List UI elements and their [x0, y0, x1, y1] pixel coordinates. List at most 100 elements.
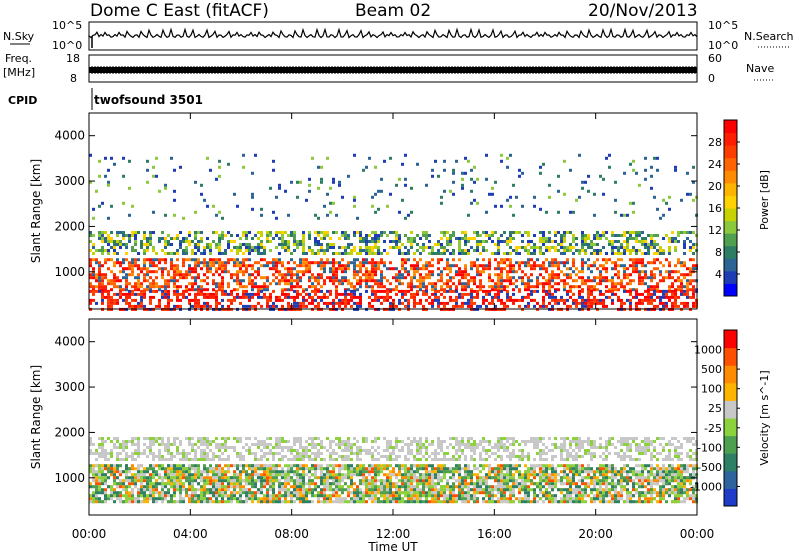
- data-cell: [350, 296, 353, 299]
- data-cell: [464, 455, 467, 458]
- data-cell: [473, 237, 476, 240]
- data-cell: [491, 187, 494, 190]
- data-cell: [110, 455, 113, 458]
- data-cell: [173, 264, 176, 267]
- data-cell: [296, 452, 299, 455]
- data-cell: [470, 449, 473, 452]
- data-cell: [689, 193, 692, 196]
- data-cell: [554, 231, 557, 234]
- data-cell: [485, 440, 488, 443]
- data-cell: [146, 285, 149, 288]
- data-cell: [218, 458, 221, 461]
- data-cell: [230, 299, 233, 302]
- data-cell: [344, 231, 347, 234]
- data-cell: [116, 231, 119, 234]
- data-cell: [326, 231, 329, 234]
- data-cell: [290, 446, 293, 449]
- data-cell: [518, 276, 521, 279]
- data-cell: [500, 273, 503, 276]
- data-cell: [341, 282, 344, 285]
- data-cell: [209, 258, 212, 261]
- data-cell: [509, 279, 512, 282]
- data-cell: [281, 437, 284, 440]
- data-cell: [143, 258, 146, 261]
- data-cell: [113, 302, 116, 305]
- data-cell: [248, 446, 251, 449]
- data-cell: [365, 488, 368, 491]
- data-cell: [515, 246, 518, 249]
- data-cell: [578, 455, 581, 458]
- data-cell: [542, 282, 545, 285]
- data-cell: [386, 458, 389, 461]
- data-cell: [341, 270, 344, 273]
- data-cell: [239, 246, 242, 249]
- data-cell: [560, 443, 563, 446]
- data-cell: [152, 282, 155, 285]
- data-cell: [167, 305, 170, 308]
- data-cell: [137, 279, 140, 282]
- data-cell: [563, 273, 566, 276]
- data-cell: [131, 455, 134, 458]
- data-cell: [470, 455, 473, 458]
- data-cell: [320, 452, 323, 455]
- data-cell: [236, 249, 239, 252]
- data-cell: [320, 231, 323, 234]
- data-cell: [287, 234, 290, 237]
- data-cell: [140, 246, 143, 249]
- data-cell: [194, 443, 197, 446]
- data-cell: [248, 282, 251, 285]
- data-cell: [548, 437, 551, 440]
- data-cell: [119, 446, 122, 449]
- data-cell: [200, 479, 203, 482]
- data-cell: [107, 299, 110, 302]
- data-cell: [293, 458, 296, 461]
- data-cell: [446, 290, 449, 293]
- data-cell: [467, 299, 470, 302]
- data-cell: [215, 491, 218, 494]
- data-cell: [113, 488, 116, 491]
- data-cell: [263, 470, 266, 473]
- data-cell: [398, 276, 401, 279]
- data-cell: [566, 273, 569, 276]
- data-cell: [512, 184, 515, 187]
- data-cell: [386, 293, 389, 296]
- data-cell: [206, 455, 209, 458]
- data-cell: [221, 270, 224, 273]
- data-cell: [221, 299, 224, 302]
- data-cell: [437, 240, 440, 243]
- data-cell: [530, 293, 533, 296]
- data-cell: [587, 285, 590, 288]
- data-cell: [611, 282, 614, 285]
- data-cell: [287, 449, 290, 452]
- data-cell: [623, 249, 626, 252]
- data-cell: [218, 446, 221, 449]
- data-cell: [221, 446, 224, 449]
- data-cell: [578, 276, 581, 279]
- data-cell: [344, 473, 347, 476]
- data-cell: [401, 302, 404, 305]
- data-cell: [641, 302, 644, 305]
- data-cell: [500, 261, 503, 264]
- data-cell: [422, 305, 425, 308]
- data-cell: [287, 305, 290, 308]
- data-cell: [416, 234, 419, 237]
- data-cell: [461, 296, 464, 299]
- data-cell: [302, 252, 305, 255]
- data-cell: [614, 446, 617, 449]
- data-cell: [110, 246, 113, 249]
- data-cell: [218, 175, 221, 178]
- data-cell: [368, 296, 371, 299]
- data-cell: [461, 443, 464, 446]
- data-cell: [395, 184, 398, 187]
- data-cell: [365, 290, 368, 293]
- data-cell: [356, 217, 359, 220]
- data-cell: [98, 473, 101, 476]
- data-cell: [638, 279, 641, 282]
- data-cell: [557, 446, 560, 449]
- nsearch-tick-bottom: 10^0: [708, 39, 738, 52]
- data-cell: [692, 296, 695, 299]
- data-cell: [485, 211, 488, 214]
- data-cell: [581, 446, 584, 449]
- data-cell: [437, 446, 440, 449]
- data-cell: [323, 234, 326, 237]
